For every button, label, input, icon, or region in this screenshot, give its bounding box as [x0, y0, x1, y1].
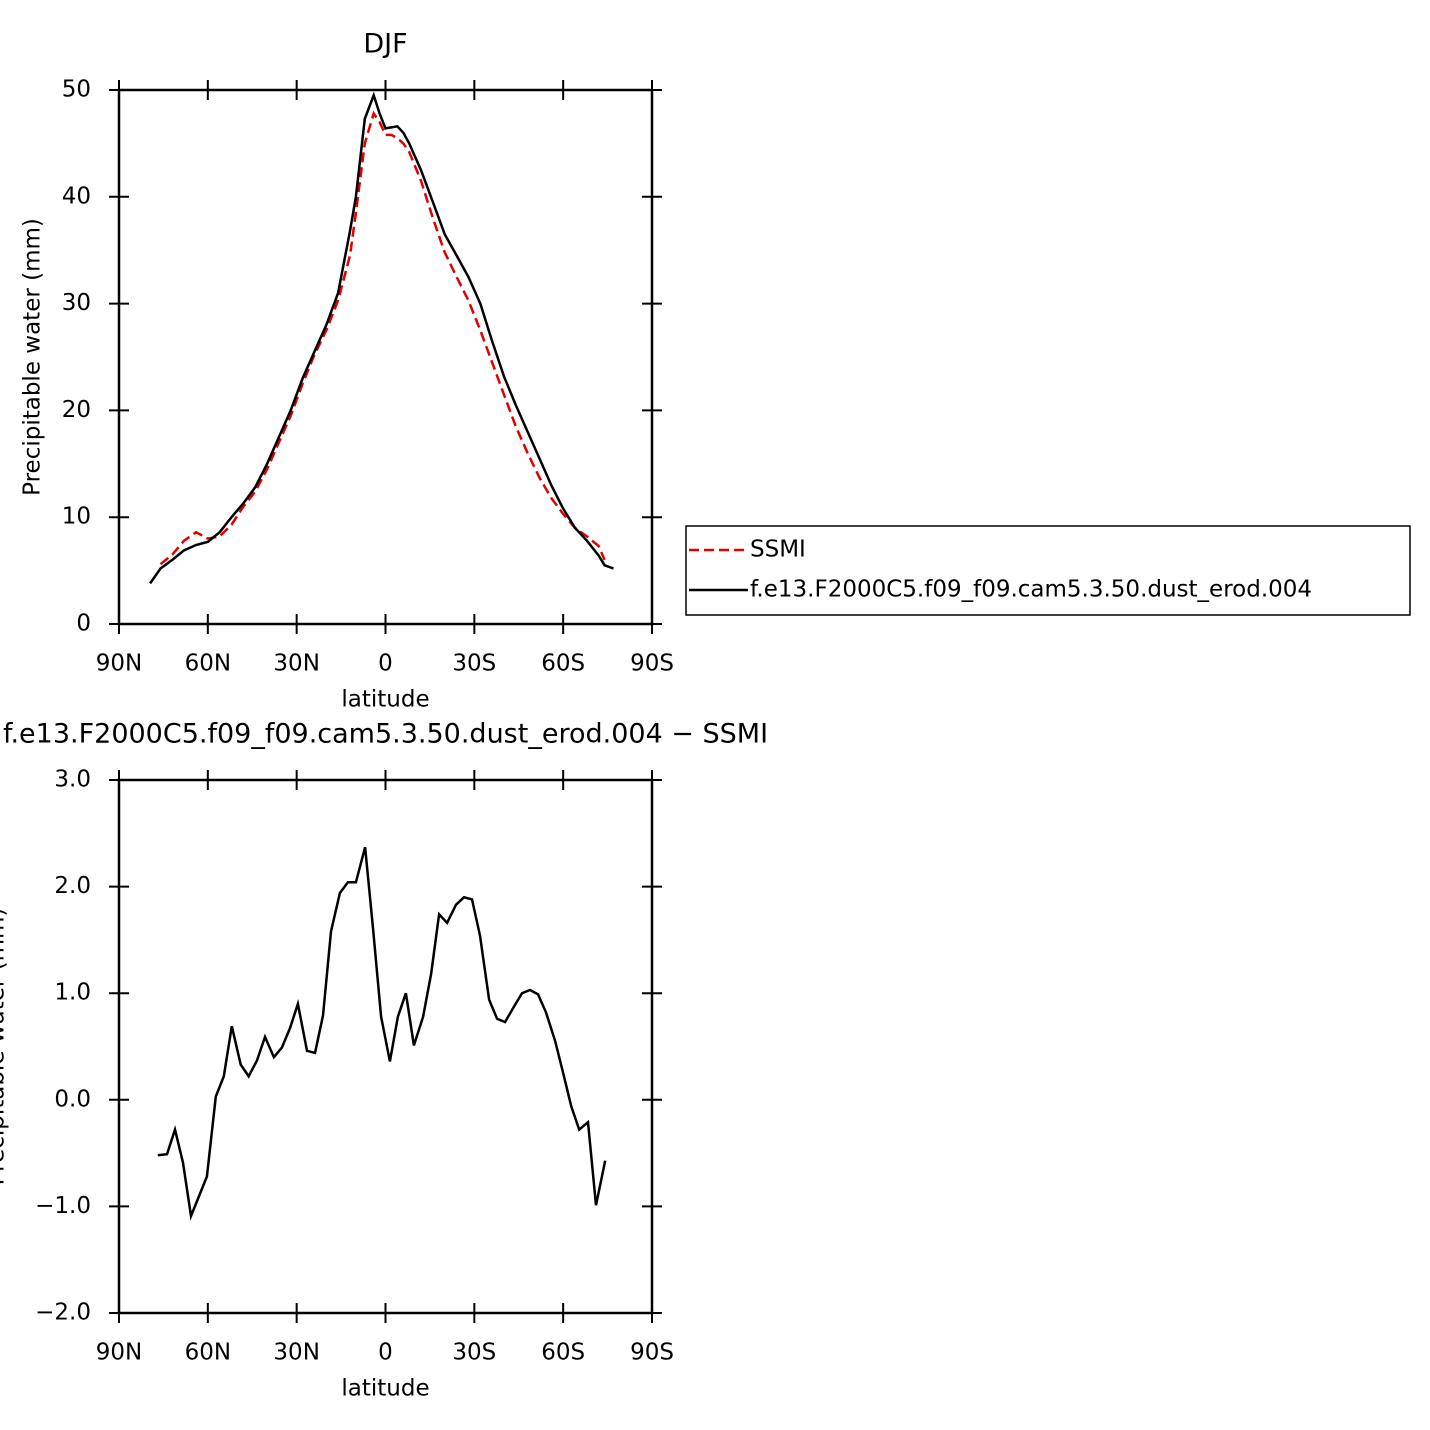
y-tick-label: 20	[62, 397, 91, 423]
x-tick-label: 30S	[452, 651, 496, 677]
x-axis-label: latitude	[341, 687, 429, 713]
x-tick-label: 60S	[541, 651, 585, 677]
x-tick-label: 90S	[630, 651, 674, 677]
x-tick-label: 90S	[630, 1340, 674, 1366]
x-tick-label: 90N	[96, 1340, 142, 1366]
y-axis-label: Precipitable water (mm)	[20, 218, 46, 496]
legend-label: f.e13.F2000C5.f09_f09.cam5.3.50.dust_ero…	[750, 577, 1312, 603]
y-tick-label: 40	[62, 183, 91, 209]
legend-box	[685, 525, 1411, 616]
chart-title: DJF	[363, 29, 407, 60]
y-tick-label: 2.0	[54, 873, 91, 899]
x-tick-label: 60N	[185, 1340, 231, 1366]
data-line	[149, 91, 614, 585]
data-line	[159, 110, 606, 566]
x-tick-label: 60N	[185, 651, 231, 677]
y-tick-label: −2.0	[35, 1300, 91, 1326]
y-tick-label: 0.0	[54, 1086, 91, 1112]
plot-frame	[117, 778, 654, 1315]
y-tick-label: 10	[62, 504, 91, 530]
x-tick-label: 30N	[273, 1340, 319, 1366]
x-tick-label: 60S	[541, 1340, 585, 1366]
x-tick-label: 30N	[273, 651, 319, 677]
y-tick-label: −1.0	[35, 1193, 91, 1219]
y-axis-label: Precipitable water (mm)	[0, 908, 10, 1186]
data-line	[157, 846, 607, 1221]
legend-label: SSMI	[750, 537, 806, 563]
x-tick-label: 0	[378, 651, 393, 677]
x-tick-label: 30S	[452, 1340, 496, 1366]
x-axis-label: latitude	[341, 1376, 429, 1402]
chart-title: f.e13.F2000C5.f09_f09.cam5.3.50.dust_ero…	[3, 719, 768, 750]
x-tick-label: 0	[378, 1340, 393, 1366]
y-tick-label: 3.0	[54, 767, 91, 793]
y-tick-label: 30	[62, 290, 91, 316]
y-tick-label: 0	[76, 611, 91, 637]
y-tick-label: 50	[62, 77, 91, 103]
y-tick-label: 1.0	[54, 980, 91, 1006]
x-tick-label: 90N	[96, 651, 142, 677]
